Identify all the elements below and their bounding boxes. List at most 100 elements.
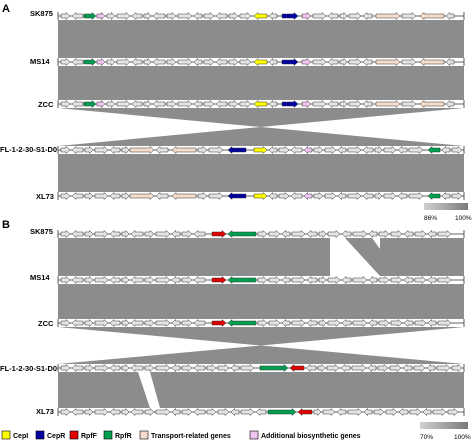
track-a-fl-gene-arrow [303,145,313,155]
track-b-zcc-gene-arrow [211,318,227,328]
track-a-ms14-gene-arrow [152,57,166,67]
track-a-sk875-gene-arrow [253,11,268,21]
track-b-xl73-gene-arrow [432,407,447,417]
track-b-ms14-gene-arrow [109,275,121,285]
track-b-xl73-gene-arrow [297,407,313,417]
row-label-a-4: XL73 [36,192,54,201]
track-b-zcc-gene-arrow [268,318,281,328]
track-a-fl-gene-arrow [109,145,121,155]
track-a-fl-gene-arrow [278,145,290,155]
track-b-sk875-gene-arrow [144,229,155,239]
track-b-ms14-gene-arrow [211,275,227,285]
track-a-zcc-gene-arrow [131,99,143,109]
track-a-xl73-gene-arrow [362,191,374,201]
track-b-ms14-gene-arrow [390,275,403,285]
track-a-zcc-gene-arrow [106,99,116,109]
track-a-xl73-gene-arrow [408,191,424,201]
track-a-ms14-gene-arrow [419,57,445,67]
track-b-zcc-gene-arrow [352,318,368,328]
track-b-xl73-gene-arrow [84,407,94,417]
track-a-zcc-gene-arrow [401,99,417,109]
track-a-xl73-gene-arrow [427,191,441,201]
link-b-1-2 [58,284,464,319]
track-a-fl-gene-arrow [451,145,463,155]
track-a-fl-gene-arrow [227,145,247,155]
track-a-ms14-gene-arrow [215,57,228,67]
track-a-fl-gene-arrow [313,145,324,155]
track-a-xl73-gene-arrow [84,191,94,201]
track-a-ms14-gene-arrow [96,57,106,67]
scale-max-b: 100% [454,434,471,441]
track-a-zcc-gene-arrow [83,99,97,109]
track-b-fl-gene-arrow [171,363,181,373]
track-a-ms14-gene-arrow [71,57,84,67]
track-a-fl-gene-arrow [268,145,278,155]
track-a-zcc-gene-arrow [215,99,228,109]
track-a-ms14-gene-arrow [327,57,339,67]
track-b-fl-gene-arrow [377,363,389,373]
panel-b-tracks [57,229,465,417]
track-a-ms14-gene-arrow [375,57,401,67]
track-b-xl73-gene-arrow [193,407,206,417]
track-b-zcc-gene-arrow [368,318,378,328]
track-a-zcc-gene-arrow [445,99,455,109]
track-b-sk875-gene-arrow [378,229,390,239]
track-b-zcc-gene-arrow [281,318,291,328]
legend-biosynthetic-label: Additional biosynthetic genes [261,433,361,440]
scale-min-b: 70% [420,434,433,441]
track-a-xl73-gene-arrow [253,191,268,201]
track-a-ms14-gene-arrow [228,57,239,67]
track-b-ms14-gene-arrow [60,275,71,285]
panel-label-b: B [2,219,10,231]
track-b-xl73-gene-arrow [109,407,121,417]
legend-cepi-swatch [1,430,11,440]
track-a-ms14-gene-arrow [193,57,203,67]
legend-rpff-label: RpfF [81,433,98,440]
row-label-b-3: FL-1-2-30-S1-D0 [0,364,57,373]
track-a-fl-gene-arrow [94,145,109,155]
legend-transport-swatch [139,430,149,440]
track-b-sk875-gene-arrow [181,229,193,239]
track-a-xl73-gene-arrow [383,191,397,201]
track-a-xl73-gene-arrow [71,191,84,201]
track-b-zcc-gene-arrow [171,318,181,328]
track-a-zcc-gene-arrow [339,99,348,109]
track-a-sk875-gene-arrow [312,11,327,21]
track-b-sk875-gene-arrow [352,229,368,239]
track-b-xl73-gene-arrow [155,407,171,417]
identity-scale-a: 86% 100% [424,203,472,222]
track-b-sk875-gene-arrow [427,229,437,239]
track-a-fl-gene-arrow [155,145,169,155]
track-b-fl-gene-arrow [109,363,121,373]
track-b-sk875-gene-arrow [403,229,414,239]
track-b-ms14-gene-arrow [306,275,318,285]
track-a-zcc-gene-arrow [312,99,327,109]
track-b-fl-gene-arrow [240,363,255,373]
track-b-xl73-gene-arrow [206,407,217,417]
track-a-fl-gene-arrow [60,145,71,155]
track-b-fl-gene-arrow [71,363,84,373]
track-b-zcc-gene-arrow [378,318,390,328]
track-a-xl73-gene-arrow [278,191,290,201]
track-b-ms14-gene-arrow [378,275,390,285]
track-a-xl73-gene-arrow [324,191,337,201]
legend-rpff-swatch [69,430,79,440]
track-a-zcc-gene-arrow [166,99,177,109]
track-b-fl-gene-arrow [351,363,367,373]
track-a-sk875-gene-arrow [71,11,84,21]
track-b-xl73-gene-arrow [144,407,155,417]
track-a-xl73-gene-arrow [313,191,324,201]
track-a-fl-gene-arrow [397,145,408,155]
track-a-sk875-gene-arrow [116,11,131,21]
track-b-sk875-gene-arrow [268,229,281,239]
track-b-zcc-gene-arrow [437,318,452,328]
panel-b: B SK875 MS14 ZCC FL-1-2-30-S1-D0 XL73 70… [0,219,471,441]
legend: CepI CepR RpfF RpfR Transport-related ge… [1,430,361,440]
track-a-fl-gene-arrow [71,145,84,155]
track-b-ms14-gene-arrow [227,275,257,285]
track-a-xl73-gene-arrow [441,191,451,201]
track-b-zcc-gene-arrow [227,318,257,328]
scale-bar-b [420,422,468,429]
track-b-xl73-gene-arrow [422,407,432,417]
track-b-ms14-gene-arrow [318,275,327,285]
